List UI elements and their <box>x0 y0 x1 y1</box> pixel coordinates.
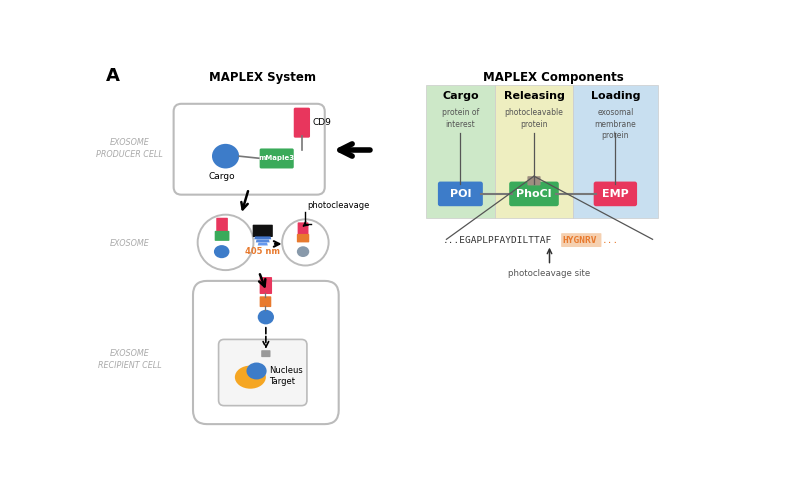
Ellipse shape <box>212 144 239 168</box>
FancyBboxPatch shape <box>298 222 309 236</box>
FancyBboxPatch shape <box>216 218 228 232</box>
Text: mMaple3: mMaple3 <box>258 156 294 161</box>
Text: MAPLEX System: MAPLEX System <box>210 72 316 84</box>
Text: protein of
interest: protein of interest <box>442 108 479 129</box>
Text: POI: POI <box>450 189 471 199</box>
FancyBboxPatch shape <box>561 233 602 247</box>
Text: 405 nm: 405 nm <box>246 247 280 256</box>
Text: Nucleus
Target: Nucleus Target <box>269 366 302 386</box>
Text: A: A <box>106 67 120 85</box>
Text: photocleavable
protein: photocleavable protein <box>505 108 563 129</box>
Text: EXOSOME
RECIPIENT CELL: EXOSOME RECIPIENT CELL <box>98 348 162 370</box>
FancyBboxPatch shape <box>260 277 272 294</box>
FancyBboxPatch shape <box>174 104 325 195</box>
Text: ...: ... <box>602 236 619 245</box>
Text: photocleavage site: photocleavage site <box>508 269 590 277</box>
FancyBboxPatch shape <box>573 85 658 218</box>
Ellipse shape <box>258 310 274 324</box>
Ellipse shape <box>214 245 230 258</box>
FancyBboxPatch shape <box>297 234 310 242</box>
Text: EXOSOME: EXOSOME <box>110 240 150 249</box>
FancyBboxPatch shape <box>260 296 271 307</box>
FancyBboxPatch shape <box>527 176 541 185</box>
Text: exosomal
membrane
protein: exosomal membrane protein <box>594 108 636 140</box>
FancyBboxPatch shape <box>260 148 294 168</box>
Circle shape <box>198 215 254 270</box>
Text: EXOSOME
PRODUCER CELL: EXOSOME PRODUCER CELL <box>96 138 163 159</box>
Text: ...EGAPLPFAYDILTTAF: ...EGAPLPFAYDILTTAF <box>442 236 552 245</box>
Text: Cargo: Cargo <box>442 92 478 101</box>
FancyBboxPatch shape <box>426 85 495 218</box>
FancyBboxPatch shape <box>594 181 637 206</box>
FancyBboxPatch shape <box>214 231 230 241</box>
FancyBboxPatch shape <box>294 108 310 138</box>
Polygon shape <box>254 236 271 240</box>
FancyBboxPatch shape <box>193 281 338 424</box>
Text: Cargo: Cargo <box>208 172 235 181</box>
Ellipse shape <box>246 362 266 380</box>
Text: photocleavage: photocleavage <box>308 201 370 210</box>
FancyBboxPatch shape <box>438 181 483 206</box>
Circle shape <box>282 219 329 265</box>
FancyBboxPatch shape <box>495 85 573 218</box>
FancyBboxPatch shape <box>262 350 270 357</box>
FancyBboxPatch shape <box>253 225 273 237</box>
FancyBboxPatch shape <box>218 339 307 406</box>
Text: CD9: CD9 <box>312 118 331 127</box>
Polygon shape <box>256 240 270 242</box>
Ellipse shape <box>297 246 310 257</box>
Text: PhoCl: PhoCl <box>516 189 552 199</box>
Text: Releasing: Releasing <box>503 92 565 101</box>
Text: HYGNRV: HYGNRV <box>562 236 597 245</box>
Text: Loading: Loading <box>590 92 640 101</box>
Polygon shape <box>258 242 268 245</box>
FancyBboxPatch shape <box>510 181 558 206</box>
Ellipse shape <box>235 366 266 389</box>
Text: EMP: EMP <box>602 189 629 199</box>
Text: MAPLEX Components: MAPLEX Components <box>483 72 624 84</box>
